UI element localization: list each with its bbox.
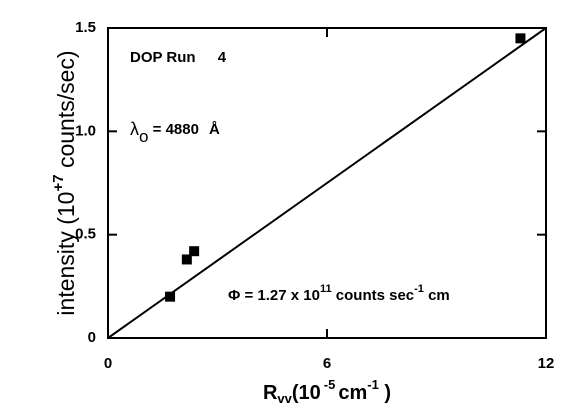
y-axis-label-part: counts/sec) bbox=[53, 50, 79, 174]
y-axis-label: intensity (10+7 counts/sec) bbox=[50, 50, 79, 315]
fit-line bbox=[107, 27, 547, 339]
x-axis-label-part: vv bbox=[277, 391, 292, 406]
x-axis-label-part: (10 bbox=[292, 382, 321, 404]
x-axis-label: Rvv(10 -5 cm-1 ) bbox=[263, 377, 391, 406]
annotation: Φ = 1.27 x 1011 counts sec-1 cm bbox=[228, 283, 450, 304]
annotation: λo = 4880 Å bbox=[130, 119, 220, 147]
x-axis-label-part: cm bbox=[338, 382, 367, 404]
annotation-part: λ bbox=[130, 119, 139, 139]
x-axis-label-part: -5 bbox=[324, 377, 336, 392]
x-tick-label: 0 bbox=[104, 355, 112, 372]
annotation-part: = 4880 bbox=[148, 121, 198, 138]
y-tick-label: 1.5 bbox=[75, 19, 96, 36]
y-tick-label: 0 bbox=[88, 329, 96, 346]
data-point bbox=[189, 246, 200, 257]
y-axis-label-part: +7 bbox=[50, 174, 67, 191]
x-axis-label-part: ) bbox=[379, 382, 391, 404]
annotation-part: Φ = 1.27 x 10 bbox=[228, 287, 320, 304]
annotation-part: 4 bbox=[218, 49, 227, 66]
y-tick-label: 0.5 bbox=[75, 226, 96, 243]
annotation-part: 11 bbox=[320, 283, 332, 295]
annotation-part: -1 bbox=[414, 283, 424, 295]
annotation-part: counts sec bbox=[332, 287, 415, 304]
annotation-part: Å bbox=[209, 121, 220, 138]
data-point bbox=[515, 33, 526, 44]
x-tick-label: 12 bbox=[538, 355, 555, 372]
y-axis-label-part: intensity (10 bbox=[53, 192, 79, 316]
annotation-part: cm bbox=[424, 287, 450, 304]
data-point bbox=[181, 254, 192, 265]
data-point bbox=[165, 291, 176, 302]
annotation: DOP Run 4 bbox=[130, 49, 227, 66]
annotation-part: DOP Run bbox=[130, 49, 196, 66]
x-tick-label: 6 bbox=[323, 355, 331, 372]
x-axis-label-part: -1 bbox=[367, 377, 379, 392]
y-tick-label: 1.0 bbox=[75, 122, 96, 139]
annotation-part: o bbox=[139, 127, 148, 146]
x-axis-label-part: R bbox=[263, 382, 278, 404]
